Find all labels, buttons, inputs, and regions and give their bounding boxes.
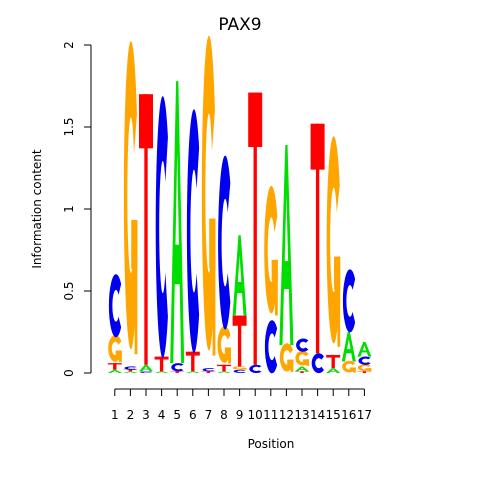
letter-C [155,96,168,358]
x-tick-label: 5 [173,408,181,422]
letter-T [326,354,341,369]
y-tick-label: 1.5 [62,117,76,136]
letter-A [154,371,169,373]
letter-C [358,356,371,365]
letter-A [217,371,231,373]
x-tick-label: 17 [357,408,372,422]
letter-G [279,343,294,372]
x-tick-label: 15 [326,408,341,422]
letter-T [185,351,200,372]
letter-G [295,350,309,366]
chart-title: PAX9 [218,15,261,35]
letter-G [357,364,372,372]
y-tick-label: 2 [62,41,76,49]
letter-A [326,368,341,373]
letter-C [264,320,278,374]
letter-G [326,136,341,347]
letter-C [296,338,309,352]
letter-G [123,41,138,355]
letter-C [342,269,356,333]
letter-C [249,364,262,374]
y-axis-label: Information content [30,149,44,269]
x-tick-label: 6 [189,408,197,422]
x-tick-label: 1 [111,408,119,422]
letter-C [124,366,137,370]
letter-T [217,364,231,372]
y-axis: 0 0.5 1 1.5 2 [62,41,92,377]
x-tick-label: 10 [248,408,263,422]
y-tick-label: 0.5 [62,281,76,300]
letter-T [154,356,169,372]
letter-G [201,35,216,356]
x-tick-label: 9 [236,408,244,422]
letter-A [232,235,247,316]
x-tick-label: 13 [294,408,309,422]
plot-area [107,35,372,374]
y-tick-label: 1 [62,205,76,213]
letter-A [279,145,294,346]
y-tick-label: 0 [62,369,76,377]
letter-A [295,366,309,372]
x-tick-label: 4 [158,408,166,422]
letter-T [107,363,122,370]
letter-C [108,274,122,338]
letter-T [357,371,372,373]
letter-T [139,94,153,365]
letter-C [140,371,153,373]
letter-A [357,341,372,357]
letter-G [233,366,247,370]
letter-G [342,360,356,373]
letter-C [311,353,324,374]
letter-A [107,369,122,373]
x-tick-label: 14 [310,408,325,422]
letter-C [171,363,184,372]
x-axis-label: Position [248,437,295,451]
x-tick-label: 2 [127,408,135,422]
letter-G [217,326,231,364]
letter-C [233,369,246,374]
letter-C [186,109,200,353]
letter-G [264,185,278,316]
x-tick-label: 3 [142,408,150,422]
x-tick-label: 7 [205,408,213,422]
letter-A [341,332,356,362]
letter-A [170,81,185,364]
letter-T [123,369,138,372]
x-tick-label: 16 [341,408,356,422]
letter-T [232,315,247,367]
x-tick-label: 12 [279,408,294,422]
letter-A [139,364,153,372]
letter-T [201,371,216,373]
x-tick-label: 11 [263,408,278,422]
letter-A [185,371,200,373]
letter-A [123,371,138,373]
letter-G [108,335,122,363]
letter-C [218,155,231,330]
letter-T [310,123,325,354]
letter-T [248,92,263,365]
x-axis: 1 2 3 4 5 6 7 8 9 10 11 12 13 14 15 16 17 [111,388,372,422]
letter-C [202,368,215,372]
x-tick-label: 8 [220,408,228,422]
letter-T [295,371,309,373]
letter-T [170,371,185,373]
